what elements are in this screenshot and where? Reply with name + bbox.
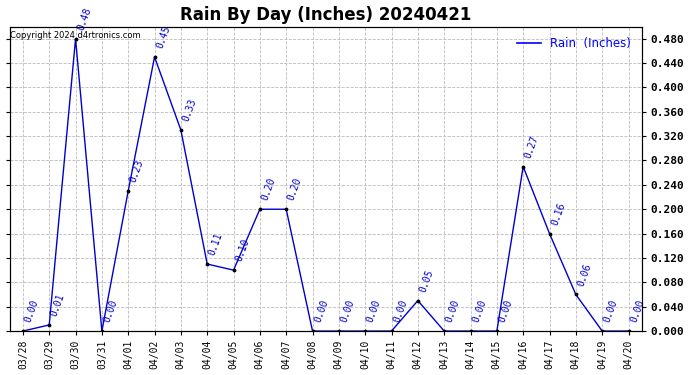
Text: 0.10: 0.10 bbox=[233, 237, 251, 263]
Text: 0.00: 0.00 bbox=[23, 298, 40, 324]
Text: 0.20: 0.20 bbox=[260, 176, 277, 202]
Text: 0.11: 0.11 bbox=[207, 231, 225, 257]
Title: Rain By Day (Inches) 20240421: Rain By Day (Inches) 20240421 bbox=[180, 6, 471, 24]
Text: 0.00: 0.00 bbox=[313, 298, 330, 324]
Text: 0.27: 0.27 bbox=[523, 134, 540, 159]
Text: 0.00: 0.00 bbox=[602, 298, 620, 324]
Text: 0.48: 0.48 bbox=[75, 6, 93, 32]
Text: 0.00: 0.00 bbox=[471, 298, 488, 324]
Text: 0.06: 0.06 bbox=[576, 262, 593, 287]
Legend: Rain  (Inches): Rain (Inches) bbox=[513, 32, 635, 55]
Text: 0.00: 0.00 bbox=[444, 298, 462, 324]
Text: 0.01: 0.01 bbox=[49, 292, 67, 318]
Text: 0.33: 0.33 bbox=[181, 97, 198, 123]
Text: 0.00: 0.00 bbox=[102, 298, 119, 324]
Text: 0.00: 0.00 bbox=[629, 298, 646, 324]
Text: 0.00: 0.00 bbox=[391, 298, 409, 324]
Text: 0.45: 0.45 bbox=[155, 24, 172, 50]
Text: 0.23: 0.23 bbox=[128, 158, 146, 184]
Text: 0.05: 0.05 bbox=[418, 268, 435, 293]
Text: 0.00: 0.00 bbox=[497, 298, 514, 324]
Text: Copyright 2024 d4rtronics.com: Copyright 2024 d4rtronics.com bbox=[10, 31, 141, 40]
Text: 0.16: 0.16 bbox=[549, 201, 567, 226]
Text: 0.20: 0.20 bbox=[286, 176, 304, 202]
Text: 0.00: 0.00 bbox=[365, 298, 383, 324]
Text: 0.00: 0.00 bbox=[339, 298, 356, 324]
